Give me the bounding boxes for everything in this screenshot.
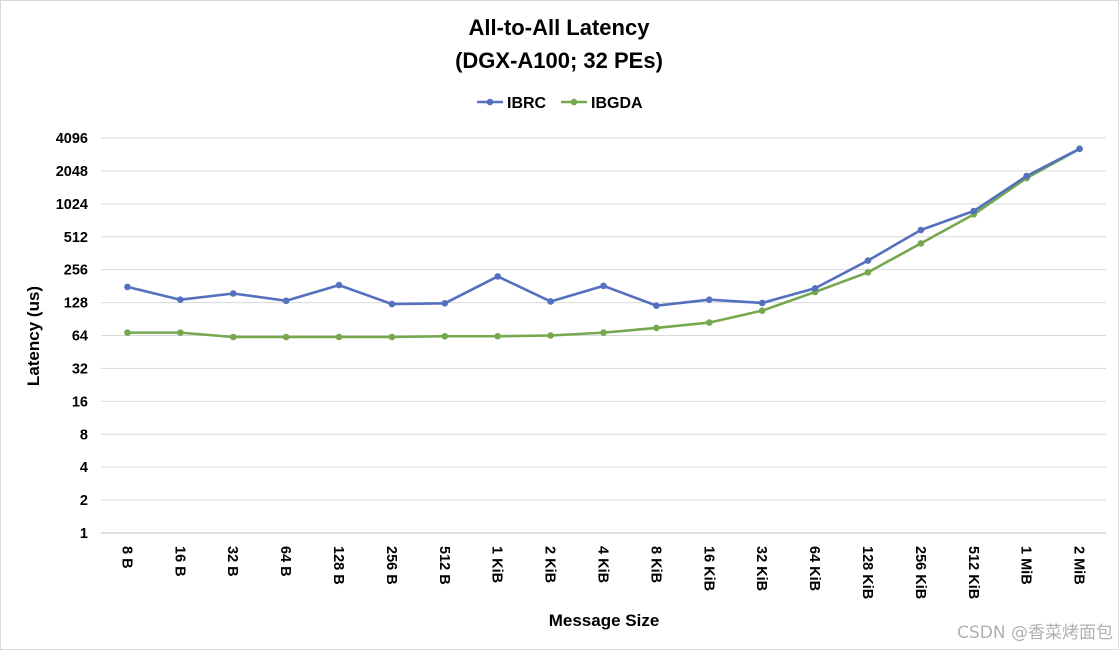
data-point [335,333,343,341]
y-tick-label: 256 [64,263,88,279]
data-point [388,333,396,341]
legend: IBRC IBGDA [477,95,643,112]
x-tick-label: 256 B [383,546,399,585]
legend-marker [486,98,494,106]
x-tick-label: 32 KiB [753,546,769,591]
data-point [1076,145,1083,153]
y-tick-label: 4096 [56,131,88,147]
y-tick-labels: 1 2 4 8 16 32 64 128 256 512 1024 2048 4096 [56,131,88,542]
x-tick-label: 2 MiB [1071,546,1087,585]
data-point [653,324,660,332]
data-point [335,281,343,289]
data-point [388,300,396,308]
y-tick-label: 2048 [56,164,88,180]
chart-title-line1: All-to-All Latency [469,15,651,40]
y-axis-label: Latency (us) [24,286,43,386]
x-tick-label: 512 KiB [965,546,981,599]
gridlines [101,137,1106,534]
data-point [600,329,607,336]
data-point [177,296,184,304]
x-tick-label: 128 B [330,546,346,585]
x-tick-label: 64 B [277,546,293,577]
data-point [494,273,502,280]
data-point [1023,172,1030,180]
y-tick-label: 4 [80,460,88,476]
x-tick-label: 16 KiB [700,546,716,591]
data-point [282,297,290,305]
x-axis-label: Message Size [549,611,660,630]
chart-title-line2: (DGX-A100; 32 PEs) [455,48,663,73]
x-tick-label: 8 B [118,546,134,569]
x-tick-label: 1 KiB [489,546,505,583]
data-point [705,296,713,304]
data-point [970,207,978,215]
legend-marker [570,98,578,106]
x-tick-labels: 8 B 16 B 32 B 64 B 128 B 256 B 512 B 1 KiB 2 KiB… [118,546,1086,599]
data-point [758,299,766,307]
data-point [864,269,872,276]
data-point [229,290,237,297]
series-line [127,147,1081,339]
data-point [229,333,237,341]
watermark: CSDN @香菜烤面包 [957,623,1113,643]
y-tick-label: 512 [64,230,88,246]
data-point [811,284,819,292]
x-tick-label: 256 KiB [912,546,928,599]
data-point [124,283,131,291]
x-tick-label: 16 B [171,546,187,577]
series-line [127,147,1081,307]
y-tick-label: 2 [80,493,88,509]
legend-item-ibrc: IBRC [477,95,547,112]
data-point [441,300,449,307]
x-tick-label: 1 MiB [1018,546,1034,585]
y-tick-label: 1024 [56,197,88,213]
x-tick-label: 512 B [436,546,452,585]
x-tick-label: 32 B [224,546,240,577]
data-point [177,329,184,336]
data-point [864,257,872,264]
data-point [494,332,502,340]
data-point [917,226,925,234]
y-tick-label: 64 [72,329,88,345]
x-tick-label: 2 KiB [542,546,558,583]
data-point [282,333,290,341]
data-point [600,282,607,290]
data-point [124,329,131,336]
series-lines [124,145,1083,341]
data-point [917,240,925,247]
y-tick-label: 128 [64,296,88,312]
legend-label: IBRC [507,95,547,112]
x-tick-label: 8 KiB [647,546,663,583]
data-point [705,319,713,326]
data-point [758,307,766,314]
data-point [547,298,554,305]
data-point [653,302,660,309]
x-tick-label: 128 KiB [859,546,875,599]
series-ibgda [124,145,1083,341]
y-tick-label: 8 [80,427,88,443]
legend-item-ibgda: IBGDA [561,95,643,112]
series-ibrc [124,145,1083,309]
x-tick-label: 64 KiB [806,546,822,591]
y-tick-label: 32 [72,361,88,377]
y-tick-label: 16 [72,394,88,410]
data-point [441,332,449,340]
data-point [547,332,554,339]
y-tick-label: 1 [80,526,88,542]
legend-label: IBGDA [591,95,643,112]
x-tick-label: 4 KiB [595,546,611,583]
